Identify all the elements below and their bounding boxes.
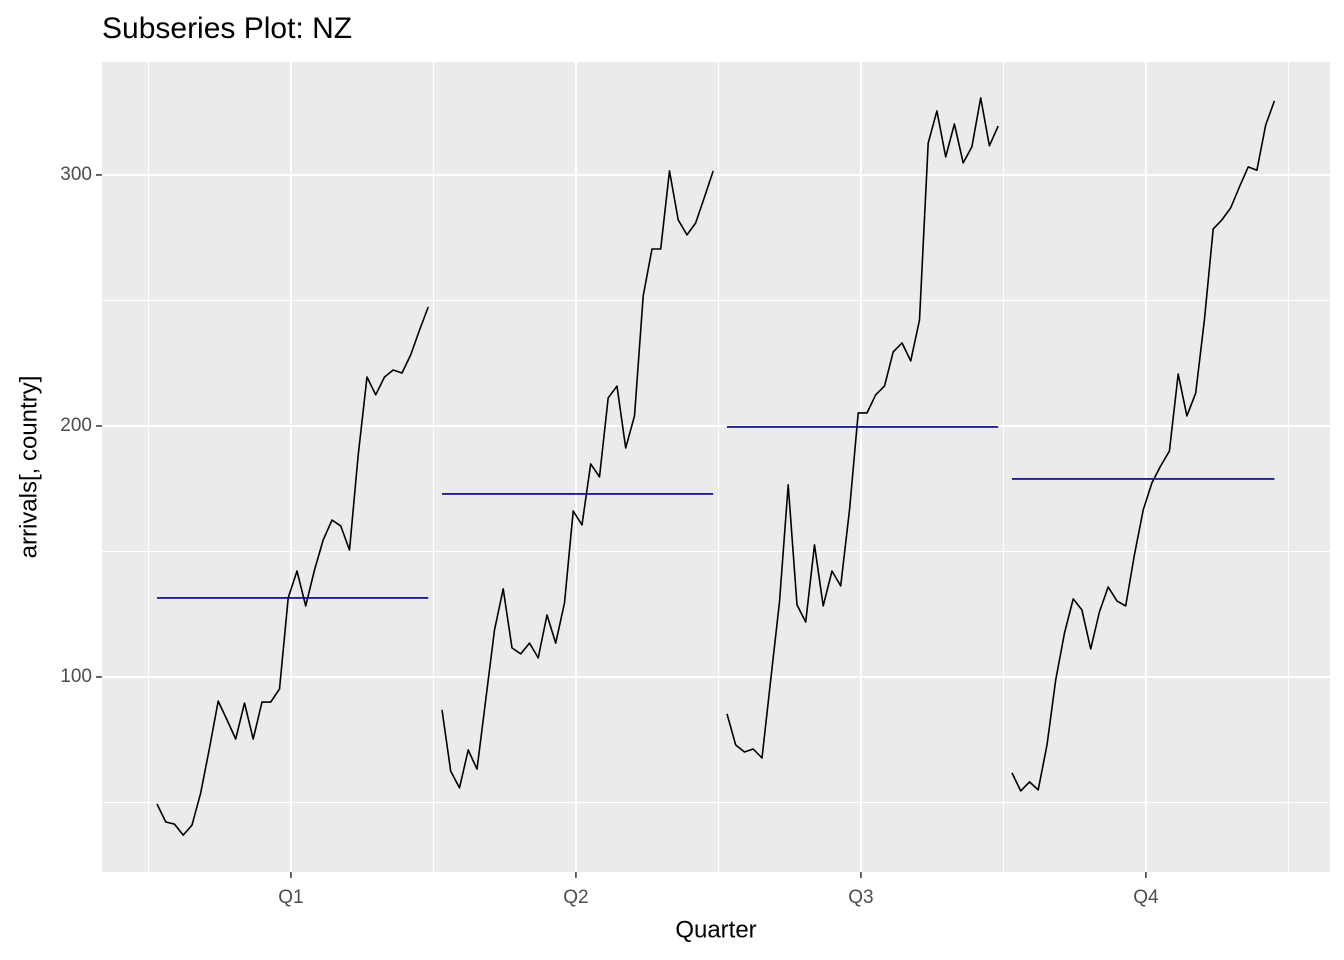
x-tick-label: Q2	[563, 887, 588, 908]
subseries-line	[441, 170, 714, 789]
x-axis-title: Quarter	[675, 916, 756, 943]
subseries-line	[156, 306, 429, 836]
subseries-line	[1011, 100, 1276, 792]
plot-panel	[102, 62, 1330, 872]
y-tick-label: 300	[60, 164, 92, 185]
y-tick-label: 100	[60, 666, 92, 687]
y-tick-label: 200	[60, 415, 92, 436]
y-axis-title: arrivals[, country]	[15, 376, 42, 559]
subseries-line	[726, 97, 999, 759]
x-tick-label: Q4	[1133, 887, 1159, 908]
x-tick-label: Q3	[848, 887, 873, 908]
x-tick-label: Q1	[278, 887, 303, 908]
chart-title: Subseries Plot: NZ	[102, 12, 352, 45]
